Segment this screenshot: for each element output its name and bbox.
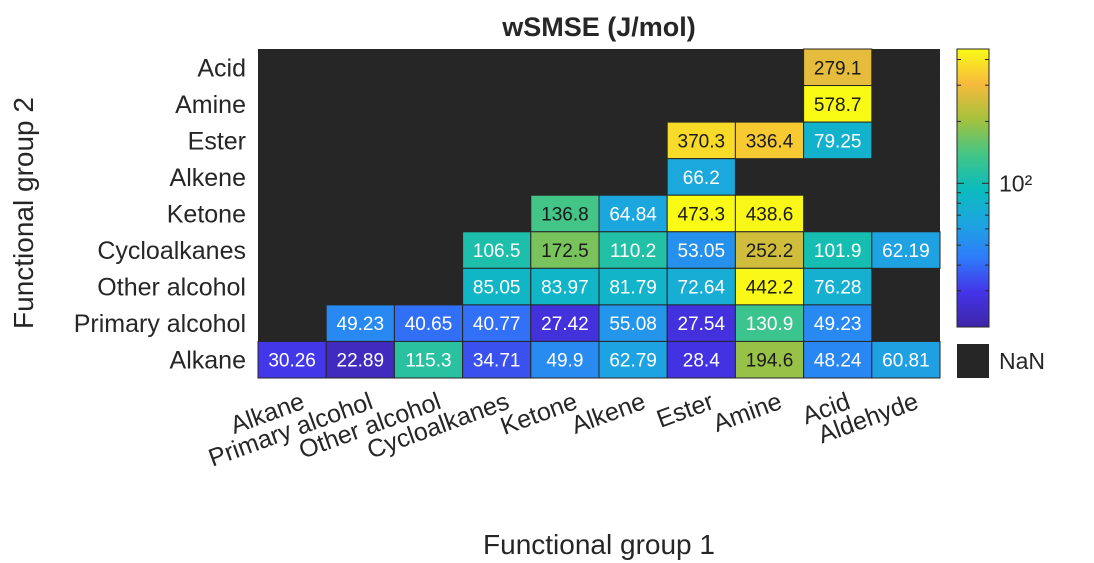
heatmap-cell	[462, 304, 532, 342]
heatmap-cell	[325, 304, 395, 342]
cell-value-label: 83.97	[541, 278, 589, 299]
colorbar-tick-label: 10²	[999, 170, 1033, 196]
cell-value-label: 79.25	[814, 131, 862, 152]
heatmap-cell	[871, 231, 941, 269]
y-axis-ticks: Acid Amine Ester Alkene Ketone Cycloalkanes Ot…	[74, 54, 246, 374]
y-tick-label: Ester	[188, 127, 246, 155]
heatmap-cell	[803, 85, 873, 123]
cell-value-label: 55.08	[609, 314, 657, 335]
heatmap-cell	[871, 340, 941, 379]
cell-value-label: 64.84	[609, 205, 657, 226]
cell-value-label: 27.54	[678, 314, 726, 335]
cell-value-label: 30.26	[268, 351, 316, 372]
nan-legend: NaN	[957, 344, 1045, 378]
cell-value-label: 27.42	[541, 314, 589, 335]
cell-value-label: 194.6	[746, 351, 794, 372]
heatmap-cell	[598, 231, 668, 269]
cell-value-label: 101.9	[814, 241, 862, 262]
heatmap-cell	[666, 121, 736, 160]
x-tick-label: Amine	[709, 387, 785, 438]
cell-value-label: 81.79	[609, 278, 657, 299]
cell-value-label: 62.19	[882, 241, 930, 262]
colorbar-gradient	[956, 48, 990, 328]
heatmap-cell	[462, 267, 532, 306]
heatmap-cell	[803, 267, 873, 306]
cell-value-label: 106.5	[473, 241, 521, 262]
heatmap-cell	[803, 121, 873, 160]
y-tick-label: Alkane	[170, 347, 246, 375]
cell-value-label: 252.2	[746, 241, 794, 262]
heatmap-cell	[666, 304, 736, 342]
x-tick-label: Alkene	[568, 387, 649, 439]
heatmap-cell	[734, 231, 805, 269]
cell-value-label: 49.23	[814, 314, 862, 335]
cell-value-label: 49.9	[546, 351, 583, 372]
cell-value-label: 49.23	[337, 314, 385, 335]
heatmap-cell	[598, 194, 668, 233]
heatmap-cell	[734, 267, 805, 306]
heatmap-cell	[803, 231, 873, 269]
cell-value-label: 53.05	[678, 241, 726, 262]
colorbar: 10²	[956, 48, 1033, 328]
nan-swatch	[957, 344, 989, 378]
cell-value-label: 370.3	[678, 131, 726, 152]
heatmap-cell	[530, 231, 600, 269]
cell-value-label: 62.79	[609, 351, 657, 372]
colorbar-minor-ticks	[957, 59, 989, 328]
cell-value-label: 336.4	[746, 131, 794, 152]
cell-value-label: 136.8	[541, 205, 589, 226]
heatmap-cell	[734, 340, 805, 379]
cell-value-label: 60.81	[882, 351, 930, 372]
x-axis-label: Functional group 1	[483, 529, 715, 560]
cell-value-label: 34.71	[473, 351, 521, 372]
heatmap-cell	[530, 267, 600, 306]
cell-value-label: 279.1	[814, 58, 862, 79]
x-tick-label: Ester	[653, 387, 717, 433]
cell-value-label: 72.64	[678, 278, 726, 299]
heatmap-cell	[393, 304, 464, 342]
cell-value-label: 578.7	[814, 95, 862, 116]
chart-title: wSMSE (J/mol)	[501, 12, 696, 42]
cell-value-label: 115.3	[405, 351, 451, 372]
nan-label: NaN	[999, 348, 1045, 374]
y-tick-label: Acid	[197, 54, 246, 82]
heatmap-cell	[462, 340, 532, 379]
cell-value-label: 40.77	[473, 314, 521, 335]
heatmap-cell	[734, 304, 805, 342]
cell-value-label: 28.4	[683, 351, 720, 372]
heatmap-cell	[734, 121, 805, 160]
cell-value-label: 438.6	[746, 205, 794, 226]
heatmap-cell	[666, 340, 736, 379]
cell-value-label: 130.9	[746, 314, 794, 335]
cell-value-label: 172.5	[541, 241, 589, 262]
cell-value-label: 40.65	[405, 314, 453, 335]
heatmap-cell	[803, 304, 873, 342]
cell-value-label: 442.2	[746, 278, 794, 299]
heatmap-cell	[666, 194, 736, 233]
y-tick-label: Amine	[175, 91, 246, 119]
y-tick-label: Primary alcohol	[74, 310, 246, 338]
heatmap-cell	[803, 48, 873, 87]
cell-value-label: 66.2	[683, 168, 720, 189]
heatmap-cell	[325, 340, 395, 379]
heatmap-area: 279.1 578.7 370.3 336.4 79.25 66.2 136.8 64.84 4…	[257, 48, 941, 379]
cell-value-label: 22.89	[337, 351, 385, 372]
y-tick-label: Cycloalkanes	[97, 237, 246, 265]
heatmap-cell	[598, 340, 668, 379]
cell-value-label: 85.05	[473, 278, 521, 299]
y-tick-label: Other alcohol	[97, 274, 246, 302]
y-tick-label: Alkene	[170, 164, 246, 192]
heatmap-cell	[734, 194, 805, 233]
y-tick-label: Ketone	[167, 201, 246, 229]
cell-value-label: 473.3	[678, 205, 726, 226]
y-axis-label: Functional group 2	[8, 97, 39, 329]
cell-value-label: 110.2	[610, 241, 656, 262]
heatmap-cell	[666, 267, 736, 306]
cell-value-label: 48.24	[814, 351, 862, 372]
cell-value-label: 76.28	[814, 278, 862, 299]
heatmap-cell	[666, 231, 736, 269]
